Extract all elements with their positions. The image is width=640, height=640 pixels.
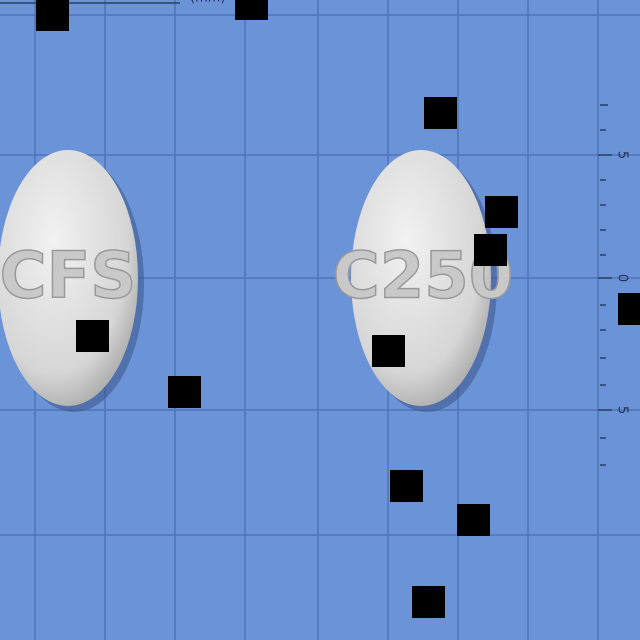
ruler-label: 5 bbox=[615, 406, 630, 414]
ruler-unit: (mm) bbox=[190, 0, 225, 6]
ruler-ticks bbox=[0, 2, 612, 466]
pill-imprint: CFS bbox=[0, 240, 136, 314]
ruler-label: 0 bbox=[615, 274, 630, 282]
occlusion-boxes bbox=[36, 0, 640, 618]
ruler-label: 5 bbox=[615, 151, 630, 159]
